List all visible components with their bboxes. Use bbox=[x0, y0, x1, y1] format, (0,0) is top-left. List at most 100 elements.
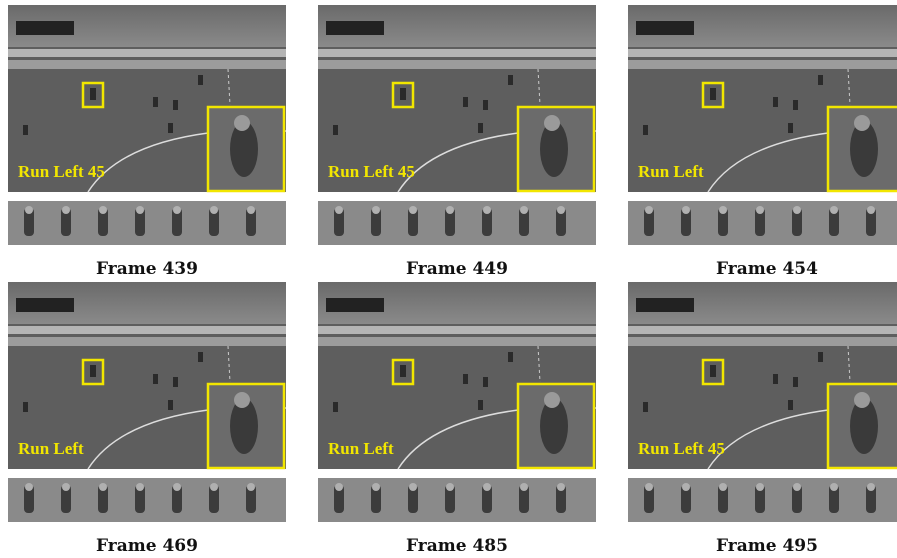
action-label: Run Left bbox=[638, 162, 704, 181]
action-label: Run Left 45 bbox=[638, 439, 725, 458]
player bbox=[818, 75, 823, 85]
player bbox=[788, 123, 793, 133]
inset-head bbox=[544, 115, 560, 131]
player bbox=[173, 100, 178, 110]
crop-head bbox=[756, 483, 764, 491]
crop-head bbox=[210, 206, 218, 214]
inset-head bbox=[234, 115, 250, 131]
player bbox=[463, 374, 468, 384]
ad-boards bbox=[628, 326, 897, 334]
crop-head bbox=[335, 206, 343, 214]
crop-head bbox=[446, 483, 454, 491]
panel: Run Left 45 Frame 449 bbox=[318, 5, 596, 279]
player bbox=[483, 377, 488, 387]
crop-strip bbox=[8, 201, 286, 245]
frame-caption: Frame 485 bbox=[406, 536, 508, 556]
inset-head bbox=[544, 392, 560, 408]
ad-boards bbox=[628, 49, 897, 57]
crop-head bbox=[645, 206, 653, 214]
crop-head bbox=[62, 483, 70, 491]
action-label: Run Left bbox=[18, 439, 84, 458]
crop-head bbox=[557, 206, 565, 214]
ad-boards bbox=[8, 60, 286, 69]
inset-head bbox=[854, 392, 870, 408]
player bbox=[788, 400, 793, 410]
panel: Run Left Frame 454 bbox=[628, 5, 897, 279]
crop-head bbox=[793, 206, 801, 214]
panel: Run Left Frame 469 bbox=[8, 282, 286, 556]
scoreboard bbox=[326, 298, 384, 312]
player bbox=[643, 125, 648, 135]
crop-head bbox=[99, 483, 107, 491]
player bbox=[793, 377, 798, 387]
crop-head bbox=[173, 483, 181, 491]
crop-head bbox=[247, 483, 255, 491]
crop-head bbox=[210, 483, 218, 491]
crop-head bbox=[247, 206, 255, 214]
crop-head bbox=[483, 206, 491, 214]
frame-caption: Frame 454 bbox=[716, 259, 818, 279]
player bbox=[23, 402, 28, 412]
action-label: Run Left 45 bbox=[18, 162, 105, 181]
crop-head bbox=[867, 483, 875, 491]
frame-caption: Frame 449 bbox=[406, 259, 508, 279]
crop-head bbox=[682, 206, 690, 214]
player bbox=[153, 97, 158, 107]
crop-head bbox=[136, 483, 144, 491]
crop-head bbox=[409, 483, 417, 491]
frame-caption: Frame 495 bbox=[716, 536, 818, 556]
ad-boards bbox=[8, 326, 286, 334]
crop-head bbox=[830, 483, 838, 491]
crop-head bbox=[830, 206, 838, 214]
player bbox=[508, 75, 513, 85]
panel: Run Left Frame 485 bbox=[318, 282, 596, 556]
crop-head bbox=[446, 206, 454, 214]
player bbox=[773, 374, 778, 384]
crop-head bbox=[520, 483, 528, 491]
inset-head bbox=[234, 392, 250, 408]
scoreboard bbox=[326, 21, 384, 35]
frame-caption: Frame 469 bbox=[96, 536, 198, 556]
crop-head bbox=[372, 483, 380, 491]
player bbox=[400, 365, 406, 377]
player bbox=[773, 97, 778, 107]
crop-head bbox=[719, 206, 727, 214]
player bbox=[478, 400, 483, 410]
ad-boards bbox=[318, 60, 596, 69]
crop-head bbox=[136, 206, 144, 214]
crop-strip bbox=[8, 478, 286, 522]
player bbox=[153, 374, 158, 384]
scoreboard bbox=[636, 298, 694, 312]
crop-head bbox=[372, 206, 380, 214]
crop-head bbox=[99, 206, 107, 214]
crop-head bbox=[645, 483, 653, 491]
panel: Run Left 45 Frame 495 bbox=[628, 282, 897, 556]
player bbox=[23, 125, 28, 135]
action-label: Run Left 45 bbox=[328, 162, 415, 181]
crop-head bbox=[173, 206, 181, 214]
frame-caption: Frame 439 bbox=[96, 259, 198, 279]
ad-boards bbox=[628, 60, 897, 69]
player bbox=[90, 88, 96, 100]
player bbox=[478, 123, 483, 133]
ad-boards bbox=[8, 337, 286, 346]
crop-head bbox=[719, 483, 727, 491]
crop-head bbox=[62, 206, 70, 214]
player bbox=[483, 100, 488, 110]
inset-head bbox=[854, 115, 870, 131]
crop-head bbox=[557, 483, 565, 491]
player bbox=[818, 352, 823, 362]
crop-strip bbox=[318, 201, 596, 245]
scoreboard bbox=[636, 21, 694, 35]
crop-head bbox=[25, 206, 33, 214]
player bbox=[508, 352, 513, 362]
player bbox=[643, 402, 648, 412]
player bbox=[793, 100, 798, 110]
scoreboard bbox=[16, 21, 74, 35]
crop-head bbox=[867, 206, 875, 214]
ad-boards bbox=[318, 326, 596, 334]
ad-boards bbox=[628, 337, 897, 346]
action-label: Run Left bbox=[328, 439, 394, 458]
ad-boards bbox=[8, 49, 286, 57]
crop-head bbox=[409, 206, 417, 214]
